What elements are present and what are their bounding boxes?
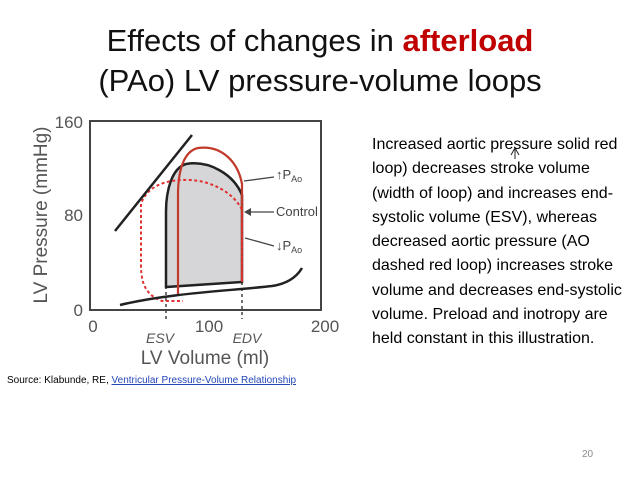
y-tick-80: 80 (64, 206, 83, 225)
x-axis-label: LV Volume (ml) (141, 348, 269, 369)
x-tick-200: 200 (311, 317, 339, 336)
edpvr-curve (119, 267, 304, 307)
source-prefix: Source: Klabunde, RE, (7, 375, 112, 386)
slide-title-line2: (PAo) LV pressure-volume loops (98, 63, 542, 98)
increased-label-main: ↑P (276, 167, 291, 182)
source-citation: Source: Klabunde, RE, Ventricular Pressu… (7, 375, 296, 386)
title-prefix: Effects of changes in (106, 23, 403, 58)
increased-pointer-line (243, 176, 275, 182)
plot-frame (89, 120, 322, 311)
edv-label: EDV (233, 330, 263, 346)
title-highlight: afterload (402, 23, 534, 58)
y-tick-160: 160 (55, 113, 83, 132)
source-link[interactable]: Ventricular Pressure-Volume Relationship (111, 375, 297, 386)
decreased-pointer-line (244, 237, 275, 247)
control-label: Control (276, 204, 318, 219)
explanation-text: Increased aortic pressure solid red loop… (372, 136, 622, 348)
increased-afterload-label: ↑PAo (276, 167, 302, 184)
slide-title-line1: Effects of changes in afterload (40, 22, 600, 59)
control-loop (164, 162, 244, 289)
y-axis-label: LV Pressure (mmHg) (31, 126, 52, 303)
decreased-afterload-label: ↓PAo (276, 238, 302, 255)
x-tick-0: 0 (88, 317, 97, 336)
decreased-label-sub: Ao (291, 245, 302, 255)
decreased-label-main: ↓P (276, 238, 291, 253)
increased-label-sub: Ao (291, 174, 302, 184)
x-tick-100: 100 (195, 317, 223, 336)
esv-label: ESV (146, 330, 176, 346)
control-arrowhead-icon (244, 208, 251, 216)
y-tick-0: 0 (74, 301, 83, 320)
caret-icon (510, 146, 520, 159)
increased-afterload-loop (176, 146, 244, 296)
slide-number: 20 (582, 449, 594, 460)
decreased-afterload-loop (140, 178, 243, 302)
espvr-line (114, 134, 193, 232)
